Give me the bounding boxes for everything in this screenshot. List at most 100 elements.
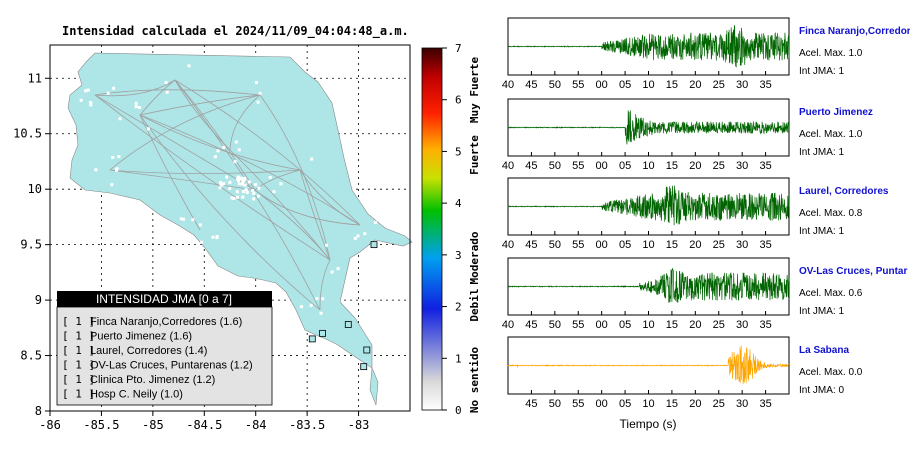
waveform-tick-label: 00: [596, 398, 608, 410]
road: [229, 94, 261, 151]
jma-label: Int JMA: 0: [799, 385, 844, 396]
town-marker: [134, 105, 138, 109]
waveform-tick-label: 20: [689, 79, 701, 91]
legend-entry-badge: [ 1 ]: [62, 373, 95, 386]
waveform-tick-label: 50: [549, 319, 561, 331]
town-marker: [241, 195, 245, 199]
waveform-tick-label: 40: [502, 319, 514, 331]
town-marker: [228, 180, 232, 184]
waveform-tick-label: 35: [759, 79, 771, 91]
town-marker: [211, 235, 215, 239]
waveform-tick-label: 55: [572, 319, 584, 331]
waveform-tick-label: 40: [502, 239, 514, 251]
town-marker: [219, 180, 223, 184]
road: [229, 149, 331, 261]
map-y-tick-label: 10.5: [13, 127, 42, 141]
waveform-tick-label: 40: [502, 160, 514, 172]
waveform-tick-label: 50: [549, 239, 561, 251]
waveform-trace: [506, 25, 790, 68]
waveform-tick-label: 35: [759, 319, 771, 331]
waveform-tick-label: 15: [666, 79, 678, 91]
town-marker: [117, 155, 121, 159]
town-marker: [252, 197, 256, 201]
town-marker: [268, 175, 272, 179]
waveform-tick-label: 45: [525, 319, 537, 331]
town-marker: [181, 217, 185, 221]
town-marker: [236, 175, 240, 179]
town-marker: [112, 86, 116, 90]
waveform-tick-label: 15: [666, 160, 678, 172]
map-y-tick-label: 9.5: [20, 238, 42, 252]
station-marker: [319, 329, 326, 337]
map-x-tick-label: -84: [245, 418, 267, 432]
colorbar-gradient: [421, 47, 443, 411]
colorbar-label-muy-fuerte: Muy Fuerte: [468, 57, 481, 124]
legend-entry-badge: [ 1 ]: [62, 388, 95, 401]
jma-label: Int JMA: 1: [799, 226, 844, 237]
town-marker: [251, 189, 255, 193]
legend-entry-badge: [ 1 ]: [62, 359, 95, 372]
legend-body: [56, 306, 273, 406]
town-marker: [216, 149, 220, 153]
town-marker: [115, 167, 119, 171]
town-marker: [235, 195, 239, 199]
town-marker: [134, 101, 138, 105]
map-x-axis: -86 -85.5 -85 -84.5 -84 -83.5 -83: [39, 411, 369, 432]
town-markers: [79, 64, 377, 315]
road: [109, 94, 261, 171]
legend-title: INTENSIDAD JMA [0 a 7]: [96, 292, 232, 306]
costa-rica-land: [67, 52, 413, 369]
accel-max-label: Acel. Max. 1.0: [799, 129, 863, 140]
waveform-tick-label: 35: [759, 398, 771, 410]
waveform-tick-label: 10: [642, 160, 654, 172]
town-marker: [241, 190, 245, 194]
town-marker: [330, 270, 334, 274]
waveform-tick-label: 45: [525, 398, 537, 410]
waveform-tick-label: 05: [619, 398, 631, 410]
town-marker: [215, 236, 219, 240]
waveform-tick-label: 45: [525, 239, 537, 251]
road: [94, 94, 331, 261]
map-x-tick-label: -84.5: [186, 418, 222, 432]
waveform-tick-label: 05: [619, 319, 631, 331]
station-name: Puerto Jimenez: [799, 107, 873, 118]
map-y-tick-label: 8: [35, 404, 42, 418]
town-marker: [353, 236, 357, 240]
town-marker: [258, 91, 262, 95]
road: [139, 94, 261, 116]
waveform-tick-label: 00: [596, 319, 608, 331]
town-marker: [187, 64, 191, 68]
legend-entry-label: Clinica Pto. Jimenez (1.2): [90, 374, 215, 386]
colorbar-tick-label: 6: [455, 94, 462, 107]
town-marker: [254, 183, 258, 187]
colorbar-tick-label: 2: [455, 301, 462, 314]
town-marker: [325, 243, 329, 247]
map-y-tick-label: 11: [28, 71, 42, 85]
waveform-tick-label: 20: [689, 160, 701, 172]
waveform-tick-label: 35: [759, 160, 771, 172]
waveform-tick-label: 00: [596, 79, 608, 91]
town-marker: [111, 156, 115, 160]
waveform-panels: 40 45 50 55 00 05 10 15 20 25 30 35 Finca Naranjo,Co…: [502, 17, 910, 410]
waveform-tick-label: 20: [689, 239, 701, 251]
town-marker: [321, 297, 325, 301]
waveform-tick-label: 00: [596, 239, 608, 251]
town-marker: [89, 103, 93, 107]
town-marker: [237, 182, 241, 186]
waveform-tick-label: 20: [689, 319, 701, 331]
waveform-tick-label: 30: [736, 79, 748, 91]
waveform-tick-label: 50: [549, 160, 561, 172]
colorbar-label-debil: Debil: [468, 288, 481, 321]
legend-entry-label: OV-Las Cruces, Puntarenas (1.2): [90, 360, 253, 372]
road: [94, 79, 176, 97]
town-marker: [191, 218, 195, 222]
colorbar-tick-label: 1: [455, 352, 462, 365]
town-marker: [165, 90, 169, 94]
waveform-tick-label: 15: [666, 319, 678, 331]
waveform-tick-label: 35: [759, 239, 771, 251]
waveform-tick-label: 25: [713, 79, 725, 91]
waveform-panel: 45 50 55 00 05 10 15 20 25 30 35 La Sabana Acel. Max…: [507, 336, 863, 410]
waveform-tick-label: 25: [713, 398, 725, 410]
accel-max-label: Acel. Max. 0.0: [799, 367, 863, 378]
intensity-colorbar: 7 6 5 4 3 2 1 0 Muy Fuerte Fuerte Moderado Debi…: [421, 42, 481, 417]
